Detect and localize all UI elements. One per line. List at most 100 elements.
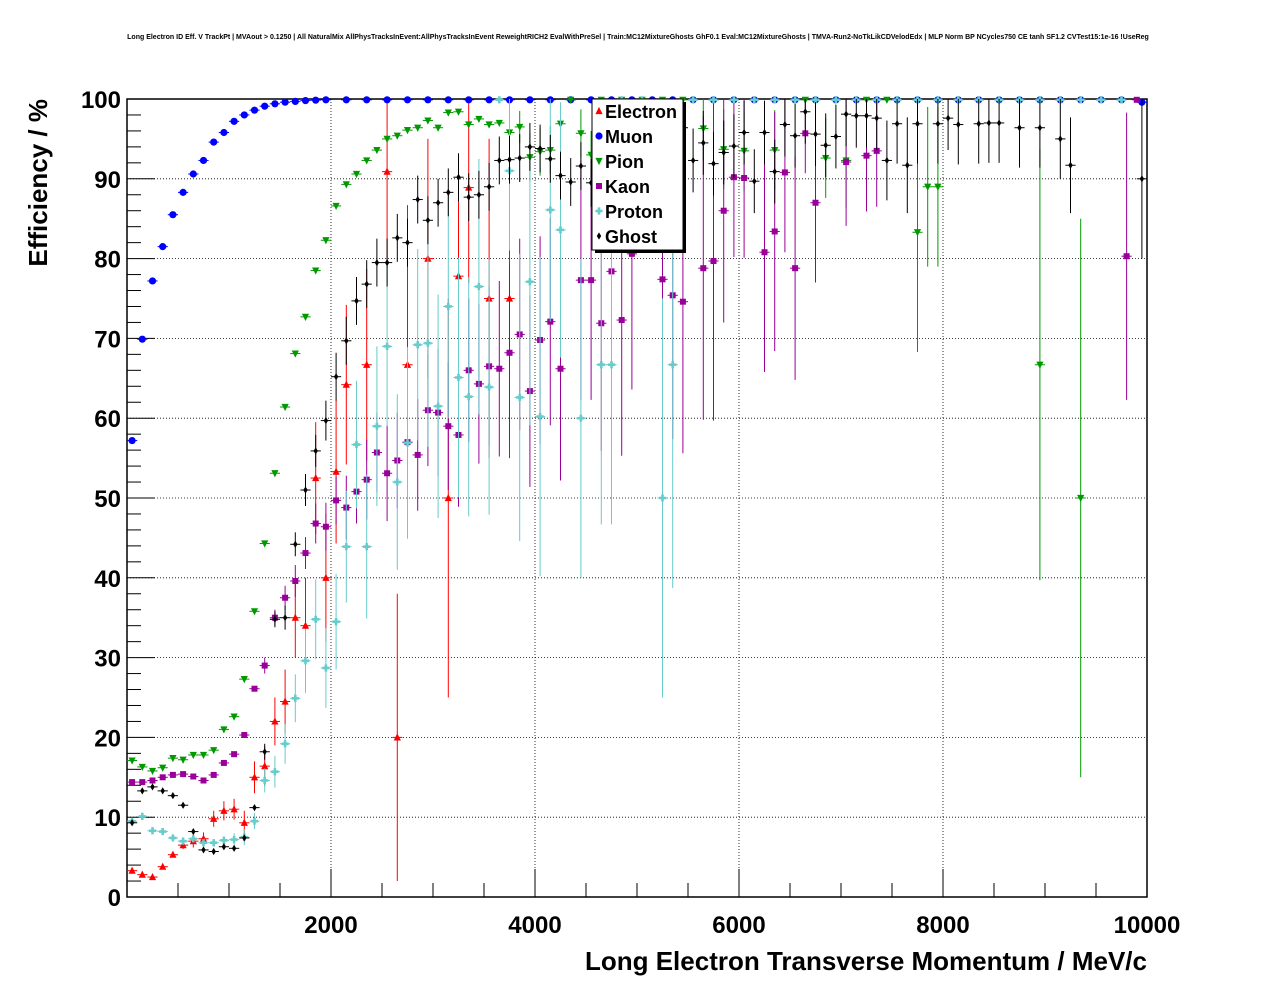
- data-point: [261, 662, 268, 669]
- data-point: [761, 249, 768, 256]
- data-point: [1077, 96, 1085, 104]
- data-point: [485, 383, 493, 391]
- data-point: [128, 866, 136, 874]
- legend-entry: Proton: [595, 202, 663, 222]
- data-point: [495, 96, 503, 104]
- data-point: [332, 618, 340, 626]
- data-point: [414, 451, 421, 458]
- data-point: [434, 124, 442, 132]
- y-axis-title: Efficiency / %: [23, 99, 53, 267]
- legend-entry: Kaon: [596, 177, 650, 197]
- data-point: [261, 762, 269, 770]
- data-point: [252, 804, 257, 812]
- data-point: [199, 751, 208, 760]
- data-point: [741, 175, 748, 182]
- data-point: [301, 621, 310, 629]
- data-point: [884, 156, 890, 165]
- legend-box: [591, 98, 684, 251]
- data-point: [221, 843, 227, 851]
- data-point: [1077, 494, 1085, 503]
- data-point: [230, 117, 238, 125]
- data-point: [322, 523, 329, 530]
- data-point: [169, 211, 177, 219]
- data-point: [752, 177, 757, 185]
- x-axis-title: Long Electron Transverse Momentum / MeV/…: [585, 946, 1147, 976]
- data-point: [945, 114, 951, 122]
- data-point: [414, 341, 422, 349]
- data-point: [312, 615, 320, 623]
- data-point: [710, 257, 717, 264]
- data-point: [199, 834, 208, 842]
- data-point: [342, 380, 350, 388]
- data-point: [403, 96, 412, 104]
- data-point: [179, 756, 187, 764]
- data-point: [782, 120, 788, 129]
- data-point: [1068, 161, 1073, 169]
- data-point: [526, 96, 534, 104]
- data-point: [210, 771, 217, 778]
- data-point: [200, 777, 207, 784]
- data-point: [301, 657, 310, 665]
- data-point: [271, 100, 279, 108]
- data-point: [262, 748, 267, 756]
- data-point: [383, 135, 391, 143]
- data-point: [403, 127, 412, 135]
- data-point: [393, 733, 401, 741]
- data-point: [495, 119, 503, 128]
- data-point: [261, 540, 269, 548]
- data-point: [811, 96, 820, 104]
- data-point: [138, 763, 146, 772]
- data-point: [220, 759, 227, 766]
- data-point: [924, 183, 932, 191]
- data-point: [588, 179, 594, 187]
- data-point: [709, 96, 718, 104]
- grid-lines: [127, 99, 1147, 897]
- legend-marker: [595, 157, 603, 166]
- data-point: [220, 726, 228, 734]
- data-point: [138, 870, 146, 878]
- data-point: [138, 335, 146, 343]
- data-point: [323, 416, 329, 425]
- data-point: [720, 207, 727, 214]
- data-point: [956, 120, 961, 129]
- data-point: [179, 188, 187, 196]
- data-point: [301, 96, 310, 105]
- data-point: [843, 159, 850, 166]
- data-point: [169, 755, 177, 763]
- data-point: [169, 834, 177, 842]
- data-point: [883, 96, 891, 104]
- x-tick-label: 6000: [712, 912, 765, 939]
- data-point: [444, 302, 452, 311]
- data-point: [894, 120, 900, 128]
- axes: 0 10 20 30 40 50 60 70 80 90 100 2000 4000 6000 8000 10…: [81, 87, 1180, 939]
- data-point: [874, 114, 879, 122]
- data-point: [180, 771, 187, 778]
- data-point: [873, 147, 880, 154]
- legend-label: Electron: [605, 102, 677, 122]
- data-point: [1133, 96, 1140, 103]
- data-point: [823, 141, 828, 149]
- data-point: [189, 835, 197, 843]
- data-point: [169, 850, 177, 858]
- data-point: [250, 773, 259, 781]
- data-point: [139, 779, 146, 786]
- data-point: [721, 148, 726, 157]
- data-point: [812, 199, 819, 206]
- data-point: [403, 439, 412, 447]
- y-tick-label: 90: [94, 167, 121, 194]
- data-point: [301, 313, 310, 321]
- data-point: [352, 170, 361, 179]
- data-point: [415, 195, 420, 204]
- data-point: [293, 540, 298, 548]
- legend-entry: Ghost: [596, 227, 657, 247]
- data-point: [475, 115, 483, 124]
- data-point: [792, 132, 798, 140]
- data-point: [230, 713, 238, 721]
- data-point: [322, 664, 330, 672]
- data-point: [191, 827, 196, 836]
- data-point: [996, 119, 1002, 127]
- data-point: [281, 98, 289, 106]
- legend-marker: [595, 106, 603, 115]
- data-point: [261, 776, 269, 785]
